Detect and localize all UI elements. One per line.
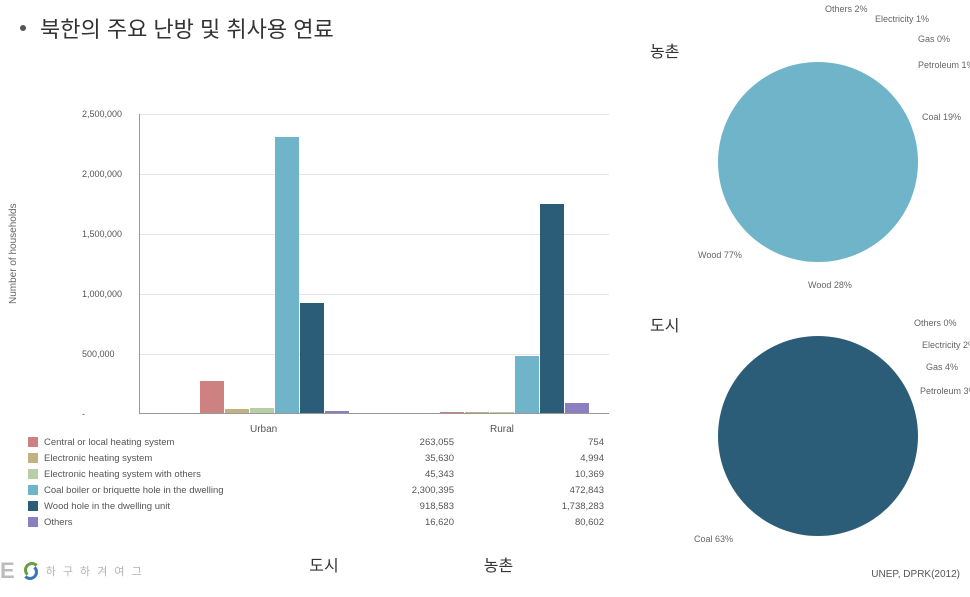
bar xyxy=(250,408,274,413)
ytick-label: 1,000,000 xyxy=(82,289,122,299)
ytick-label: 2,500,000 xyxy=(82,109,122,119)
bar xyxy=(540,204,564,413)
pie-slice-label: Electricity 1% xyxy=(875,14,929,24)
legend-value-rural: 80,602 xyxy=(454,517,604,528)
slide-title: 북한의 주요 난방 및 취사용 연료 xyxy=(40,12,334,44)
legend-row: Others16,62080,602 xyxy=(28,514,618,530)
bullet-icon xyxy=(20,25,26,31)
swirl-icon xyxy=(22,562,40,580)
pie-slice-label: Others 0% xyxy=(914,318,957,328)
gridline xyxy=(140,114,609,115)
pie-urban-wrap: 도시 Wood 28%Others 0%Electricity 2%Gas 4%… xyxy=(700,306,970,566)
y-axis-label: Number of households xyxy=(8,203,19,304)
cat-rural-ko: 농촌 xyxy=(388,552,608,576)
source-text: UNEP, DPRK(2012) xyxy=(871,569,960,580)
legend-row: Electronic heating system with others45,… xyxy=(28,466,618,482)
legend-row: Wood hole in the dwelling unit918,5831,7… xyxy=(28,498,618,514)
legend-row: Coal boiler or briquette hole in the dwe… xyxy=(28,482,618,498)
legend-swatch xyxy=(28,437,38,447)
pie-slice-label: Wood 28% xyxy=(808,280,852,290)
legend-label: Others xyxy=(44,517,304,528)
legend-value-urban: 2,300,395 xyxy=(304,485,454,496)
bar xyxy=(300,303,324,413)
ytick-label: 1,500,000 xyxy=(82,229,122,239)
pie-rural-title: 농촌 xyxy=(650,38,679,62)
pie-slice-label: Coal 19% xyxy=(922,112,961,122)
footer-logo-fragment: E 하 구 하 겨 여 그 xyxy=(0,558,144,584)
legend-value-urban: 35,630 xyxy=(304,453,454,464)
legend-label: Wood hole in the dwelling unit xyxy=(44,501,304,512)
pie-urban xyxy=(718,336,918,536)
ytick-label: - xyxy=(82,409,85,419)
pie-rural-wrap: 농촌 Others 2%Electricity 1%Gas 0%Petroleu… xyxy=(700,32,970,292)
legend-value-urban: 918,583 xyxy=(304,501,454,512)
pie-slice-label: Coal 63% xyxy=(694,534,733,544)
bar-chart: Number of households -500,0001,000,0001,… xyxy=(14,104,634,584)
legend-label: Central or local heating system xyxy=(44,437,304,448)
bar xyxy=(465,412,489,413)
bar xyxy=(565,403,589,413)
main-area: Number of households -500,0001,000,0001,… xyxy=(0,44,970,584)
legend-swatch xyxy=(28,501,38,511)
bar-group xyxy=(440,204,589,413)
bar xyxy=(490,412,514,413)
logo-hangul-partial: 하 구 하 겨 여 그 xyxy=(46,563,144,579)
bar xyxy=(225,409,249,413)
pie-urban-title: 도시 xyxy=(650,312,679,336)
pie-slice-label: Gas 4% xyxy=(926,362,958,372)
category-labels-ko: 도시 농촌 xyxy=(264,552,608,576)
pie-slice-label: Petroleum 1% xyxy=(918,60,970,70)
bar xyxy=(275,137,299,413)
kei-logo-text: E xyxy=(0,558,16,584)
pie-slice-label: Electricity 2% xyxy=(922,340,970,350)
bar-plot-area: -500,0001,000,0001,500,0002,000,0002,500… xyxy=(139,114,609,414)
legend-value-rural: 754 xyxy=(454,437,604,448)
pie-slice-label: Gas 0% xyxy=(918,34,950,44)
legend-value-rural: 10,369 xyxy=(454,469,604,480)
bar-legend-table: Central or local heating system263,05575… xyxy=(28,434,618,530)
legend-value-rural: 472,843 xyxy=(454,485,604,496)
bar-group xyxy=(200,137,349,413)
bar xyxy=(200,381,224,413)
legend-label: Electronic heating system with others xyxy=(44,469,304,480)
legend-value-rural: 1,738,283 xyxy=(454,501,604,512)
legend-row: Electronic heating system35,6304,994 xyxy=(28,450,618,466)
bar xyxy=(515,356,539,413)
pie-slice-label: Wood 77% xyxy=(698,250,742,260)
cat-urban-ko: 도시 xyxy=(264,552,384,576)
bar xyxy=(440,412,464,413)
pie-rural xyxy=(718,62,918,262)
legend-swatch xyxy=(28,469,38,479)
legend-value-urban: 45,343 xyxy=(304,469,454,480)
legend-row: Central or local heating system263,05575… xyxy=(28,434,618,450)
legend-value-urban: 16,620 xyxy=(304,517,454,528)
legend-swatch xyxy=(28,485,38,495)
ytick-label: 500,000 xyxy=(82,349,115,359)
bar xyxy=(325,411,349,413)
legend-label: Coal boiler or briquette hole in the dwe… xyxy=(44,485,304,496)
legend-label: Electronic heating system xyxy=(44,453,304,464)
ytick-label: 2,000,000 xyxy=(82,169,122,179)
legend-swatch xyxy=(28,517,38,527)
legend-swatch xyxy=(28,453,38,463)
pie-slice-label: Petroleum 3% xyxy=(920,386,970,396)
legend-value-rural: 4,994 xyxy=(454,453,604,464)
pie-slice-label: Others 2% xyxy=(825,4,868,14)
legend-value-urban: 263,055 xyxy=(304,437,454,448)
